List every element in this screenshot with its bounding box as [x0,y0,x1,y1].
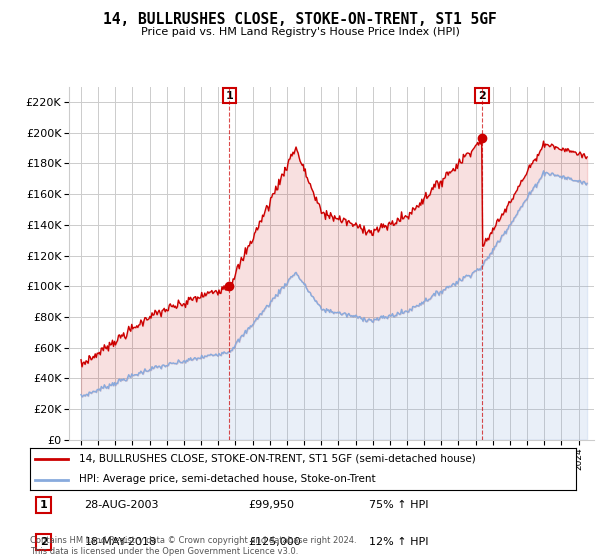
Text: 1: 1 [40,500,47,510]
Text: 18-MAY-2018: 18-MAY-2018 [85,537,157,547]
Text: 12% ↑ HPI: 12% ↑ HPI [368,537,428,547]
Text: Price paid vs. HM Land Registry's House Price Index (HPI): Price paid vs. HM Land Registry's House … [140,27,460,38]
Text: 2: 2 [478,91,486,101]
Text: 1: 1 [226,91,233,101]
Text: 14, BULLRUSHES CLOSE, STOKE-ON-TRENT, ST1 5GF (semi-detached house): 14, BULLRUSHES CLOSE, STOKE-ON-TRENT, ST… [79,454,476,464]
Text: £99,950: £99,950 [248,500,295,510]
Text: 14, BULLRUSHES CLOSE, STOKE-ON-TRENT, ST1 5GF: 14, BULLRUSHES CLOSE, STOKE-ON-TRENT, ST… [103,12,497,27]
Text: Contains HM Land Registry data © Crown copyright and database right 2024.
This d: Contains HM Land Registry data © Crown c… [30,536,356,556]
Text: £125,000: £125,000 [248,537,301,547]
Text: 2: 2 [40,537,47,547]
Text: 28-AUG-2003: 28-AUG-2003 [85,500,159,510]
Text: 75% ↑ HPI: 75% ↑ HPI [368,500,428,510]
Text: HPI: Average price, semi-detached house, Stoke-on-Trent: HPI: Average price, semi-detached house,… [79,474,376,484]
